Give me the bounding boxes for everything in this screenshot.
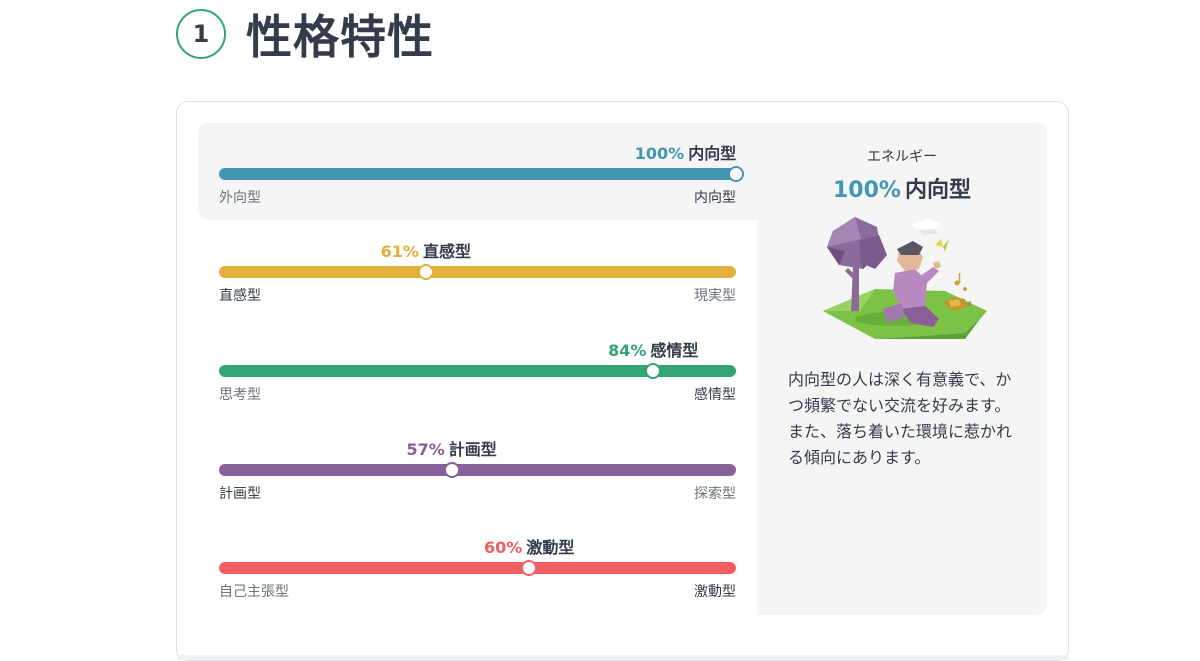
trait-knob[interactable] xyxy=(521,560,538,576)
trait-percent: 84% xyxy=(608,341,647,360)
trait-value-label: 60% 激動型 xyxy=(484,534,574,558)
step-number-badge: 1 xyxy=(176,9,226,59)
trait-value-label: 100% 内向型 xyxy=(635,140,736,164)
trait-value-label: 61% 直感型 xyxy=(381,238,471,262)
card-bottom-strip xyxy=(177,655,1068,660)
trait-result: 計画型 xyxy=(448,440,497,459)
trait-bar xyxy=(219,266,736,278)
page-title: 性格特性 xyxy=(246,10,434,64)
trait-value-label: 84% 感情型 xyxy=(608,337,698,361)
trait-right-label: 激動型 xyxy=(694,584,736,600)
trait-knob[interactable] xyxy=(645,363,662,379)
trait-row-tactics[interactable]: 57% 計画型 計画型 探索型 xyxy=(198,419,758,516)
trait-row-energy[interactable]: 100% 内向型 外向型 内向型 xyxy=(198,123,758,220)
trait-detail-percent: 100% xyxy=(833,178,901,203)
trait-category-heading: エネルギー xyxy=(867,149,937,165)
trait-right-label: 探索型 xyxy=(694,486,736,502)
trait-percent: 100% xyxy=(634,144,685,163)
trait-left-label: 思考型 xyxy=(219,387,261,403)
trait-left-label: 直感型 xyxy=(219,288,261,304)
trait-description: 内向型の人は深く有意義で、かつ頻繁でない交流を好みます。また、落ち着いた環境に惹… xyxy=(788,370,1013,467)
trait-left-label: 外向型 xyxy=(219,190,261,206)
trait-result: 感情型 xyxy=(650,341,699,360)
trait-detail-result: 100% 内向型 xyxy=(757,172,1047,204)
person-sitting-under-tree-icon xyxy=(823,217,987,339)
trait-value-label: 57% 計画型 xyxy=(406,436,496,460)
trait-knob[interactable] xyxy=(728,166,744,182)
trait-bar xyxy=(219,562,736,574)
trait-detail-panel: エネルギー 100% 内向型 xyxy=(757,123,1047,615)
trait-percent: 57% xyxy=(406,440,445,459)
trait-result: 内向型 xyxy=(688,144,737,163)
trait-row-identity[interactable]: 60% 激動型 自己主張型 激動型 xyxy=(198,517,758,614)
trait-bar xyxy=(219,168,736,180)
trait-bar xyxy=(219,464,736,476)
trait-percent: 61% xyxy=(380,242,419,261)
trait-percent: 60% xyxy=(484,538,523,557)
trait-right-label: 感情型 xyxy=(694,387,736,403)
trait-right-label: 内向型 xyxy=(694,190,736,206)
trait-row-mind[interactable]: 61% 直感型 直感型 現実型 xyxy=(198,221,758,318)
section-header: 1 性格特性 xyxy=(176,6,434,64)
trait-knob[interactable] xyxy=(417,264,434,280)
trait-left-label: 計画型 xyxy=(219,486,261,502)
trait-result: 激動型 xyxy=(526,538,575,557)
trait-bar xyxy=(219,365,736,377)
trait-result: 直感型 xyxy=(422,242,471,261)
trait-knob[interactable] xyxy=(443,462,460,478)
trait-left-label: 自己主張型 xyxy=(219,584,289,600)
trait-detail-type: 内向型 xyxy=(904,178,971,203)
trait-row-nature[interactable]: 84% 感情型 思考型 感情型 xyxy=(198,320,758,417)
trait-right-label: 現実型 xyxy=(694,288,736,304)
